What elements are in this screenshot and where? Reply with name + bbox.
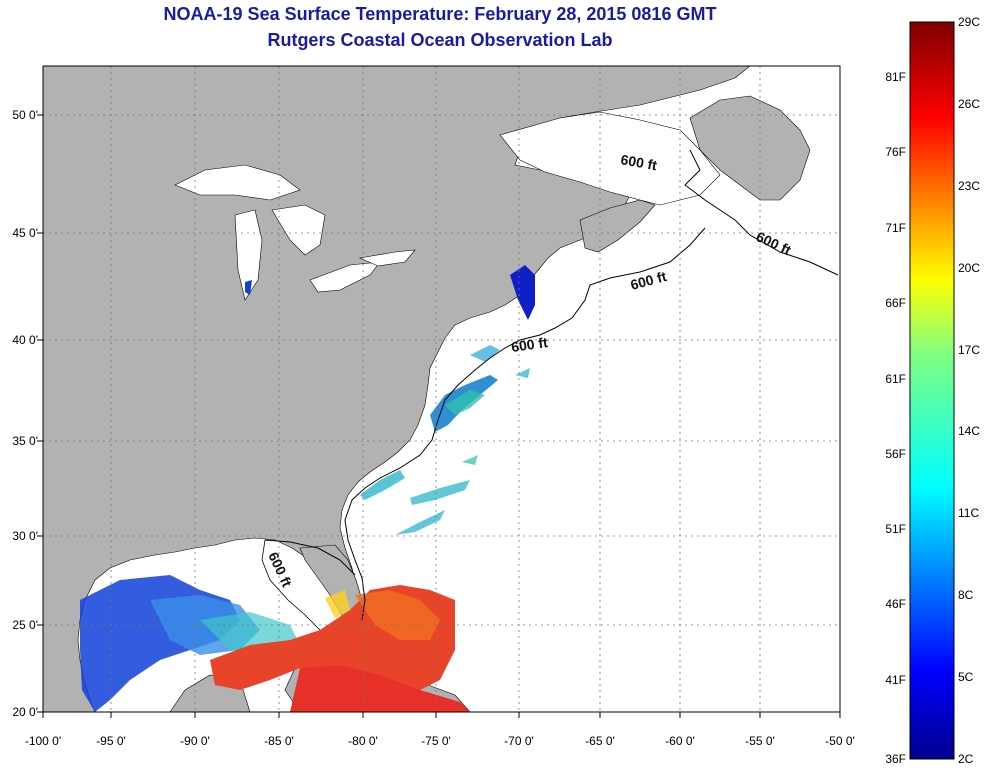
colorbar-fahrenheit-label: 46F — [885, 597, 906, 611]
colorbar-celsius-label: 23C — [958, 179, 980, 193]
colorbar-celsius-label: 5C — [958, 670, 974, 684]
map-title: NOAA-19 Sea Surface Temperature: Februar… — [163, 4, 717, 24]
x-tick-label: -60 0' — [665, 734, 695, 748]
x-axis-ticks: -100 0' -95 0' -90 0' -85 0' -80 0' -75 0' -70… — [25, 712, 855, 748]
colorbar-celsius-label: 17C — [958, 343, 980, 357]
colorbar-celsius-label: 14C — [958, 424, 980, 438]
colorbar-celsius-labels: 29C 26C 23C 20C 17C 14C 11C 8C 5C 2C — [958, 15, 980, 766]
colorbar-fahrenheit-labels: 81F 76F 71F 66F 61F 56F 51F 46F 41F 36F — [885, 70, 906, 766]
y-tick-label: 45 0' — [12, 226, 38, 240]
contour-label-1: 600 ft — [619, 151, 658, 173]
colorbar-celsius-label: 29C — [958, 15, 980, 29]
land-newfoundland — [689, 95, 811, 201]
contour-label-4: 600 ft — [510, 334, 549, 355]
sst-data — [80, 265, 535, 712]
x-tick-label: -100 0' — [25, 734, 61, 748]
x-tick-label: -90 0' — [180, 734, 210, 748]
colorbar-fahrenheit-label: 81F — [885, 70, 906, 84]
colorbar-fahrenheit-label: 51F — [885, 522, 906, 536]
y-tick-label: 25 0' — [12, 618, 38, 632]
colorbar-celsius-label: 26C — [958, 97, 980, 111]
x-tick-label: -95 0' — [96, 734, 126, 748]
y-tick-label: 20 0' — [12, 705, 38, 719]
colorbar-celsius-label: 11C — [958, 506, 979, 520]
map-frame — [42, 65, 841, 713]
great-lakes — [174, 111, 721, 301]
colorbar-celsius-label: 20C — [958, 261, 980, 275]
depth-contour-600ft — [264, 149, 839, 621]
y-tick-label: 35 0' — [12, 434, 38, 448]
x-tick-label: -65 0' — [585, 734, 615, 748]
y-axis-ticks: 50 0' 45 0' 40 0' 35 0' 30 0' 25 0' 20 0' — [12, 108, 43, 719]
colorbar-celsius-label: 8C — [958, 588, 974, 602]
colorbar-fahrenheit-label: 56F — [885, 447, 906, 461]
map-subtitle: Rutgers Coastal Ocean Observation Lab — [267, 30, 613, 50]
colorbar — [909, 21, 955, 760]
x-tick-label: -50 0' — [825, 734, 855, 748]
colorbar-fahrenheit-label: 66F — [885, 296, 906, 310]
y-tick-label: 40 0' — [12, 333, 38, 347]
y-tick-label: 30 0' — [12, 529, 38, 543]
grid-lines — [43, 66, 840, 712]
colorbar-fahrenheit-label: 76F — [885, 145, 906, 159]
x-tick-label: -80 0' — [348, 734, 378, 748]
x-tick-label: -55 0' — [745, 734, 775, 748]
x-tick-label: -75 0' — [421, 734, 451, 748]
x-tick-label: -85 0' — [264, 734, 294, 748]
colorbar-celsius-label: 2C — [958, 752, 974, 766]
y-tick-label: 50 0' — [12, 108, 38, 122]
land-nova-scotia — [579, 199, 656, 253]
x-tick-label: -70 0' — [504, 734, 534, 748]
colorbar-fahrenheit-label: 71F — [885, 221, 906, 235]
colorbar-fahrenheit-label: 61F — [885, 372, 906, 386]
colorbar-fahrenheit-label: 36F — [885, 752, 906, 766]
colorbar-fahrenheit-label: 41F — [885, 673, 906, 687]
